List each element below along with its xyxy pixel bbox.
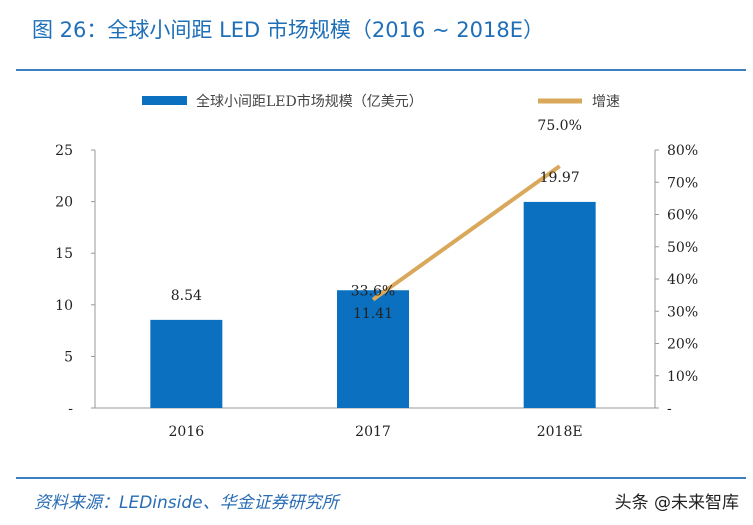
right-tick-label: 70%: [667, 175, 698, 191]
bar-data-label: 11.41: [353, 306, 393, 322]
right-tick-label: 50%: [667, 240, 698, 256]
bar-2018E: [523, 201, 596, 408]
x-tick-label: 2018E: [537, 424, 583, 440]
watermark: 头条 @未来智库: [614, 493, 739, 513]
right-tick-label: 30%: [667, 304, 698, 320]
title-divider: [16, 69, 746, 71]
source-note: 资料来源：LEDinside、华金证券研究所: [34, 493, 339, 513]
footer-divider: [16, 477, 746, 479]
left-tick-label: 5: [64, 349, 73, 365]
left-tick-label: 25: [55, 143, 73, 159]
legend-line-label: 增速: [592, 94, 620, 110]
right-tick-label: 60%: [667, 208, 698, 224]
left-tick-label: 15: [55, 246, 73, 262]
right-tick-label: 80%: [667, 143, 698, 159]
figure-title: 图 26：全球小间距 LED 市场规模（2016 ~ 2018E）: [32, 18, 544, 42]
x-tick-label: 2016: [169, 424, 205, 440]
x-tick-label: 2017: [355, 424, 391, 440]
growth-line: [371, 164, 561, 302]
chart: - 5 10 15 20 25 - 10% 20% 30% 40% 50% 60% 70% 80% 2016 2…: [55, 93, 698, 440]
left-tick-label: 10: [55, 298, 73, 314]
bar-2016: [150, 319, 223, 408]
line-data-label: 33.6%: [351, 284, 395, 300]
right-tick-label: 10%: [667, 369, 698, 385]
left-tick-label: 20: [55, 195, 73, 211]
bar-data-label: 19.97: [540, 170, 580, 186]
line-data-label: 75.0%: [537, 118, 581, 134]
legend-bar-swatch: [142, 96, 187, 105]
right-tick-label: -: [667, 401, 672, 417]
left-tick-label: -: [68, 401, 73, 417]
legend-bar-label: 全球小间距LED市场规模（亿美元）: [196, 93, 423, 110]
right-tick-label: 20%: [667, 337, 698, 353]
bar-2017: [337, 290, 409, 408]
bar-data-label: 8.54: [171, 288, 202, 304]
right-tick-label: 40%: [667, 272, 698, 288]
